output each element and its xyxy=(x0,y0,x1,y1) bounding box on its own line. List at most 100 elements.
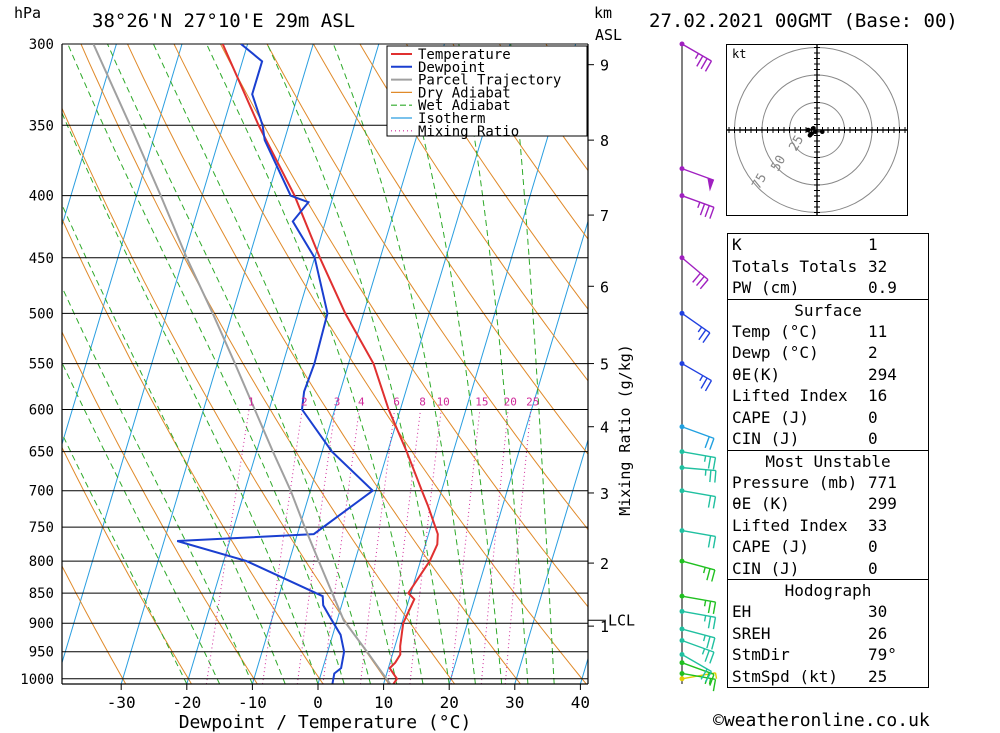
index-label: PW (cm) xyxy=(732,278,800,297)
legend-box xyxy=(386,45,588,137)
legend-entry: Dewpoint xyxy=(418,60,485,76)
index-row: CIN (J) 0 xyxy=(728,558,928,580)
index-row: EH 30 xyxy=(728,601,928,623)
dry-adiabat-line xyxy=(62,564,127,684)
wind-barb xyxy=(679,166,715,192)
barb-flag xyxy=(711,637,716,650)
section-title: Most Unstable xyxy=(765,451,891,471)
pressure-tick-label: 800 xyxy=(29,554,54,570)
barb-half-flag xyxy=(699,375,704,382)
dry-adiabat-line xyxy=(62,330,258,684)
credit-text: ©weatheronline.co.uk xyxy=(713,710,930,731)
mixing-ratio-label: 2 xyxy=(301,395,308,408)
hodograph-point xyxy=(819,129,825,135)
pressure-tick-label: 600 xyxy=(29,402,54,418)
pressure-tick-label: 900 xyxy=(29,616,54,632)
hodograph-ring-label: 75 xyxy=(749,171,770,192)
barb-flag xyxy=(712,617,717,630)
index-label: EH xyxy=(732,602,752,621)
pressure-unit-label: hPa xyxy=(14,4,42,22)
index-row: SREH 26 xyxy=(728,623,928,645)
barb-staff xyxy=(681,653,712,673)
barb-dot xyxy=(679,558,685,564)
mixing-ratio-line xyxy=(409,409,442,684)
wet-adiabat-line xyxy=(62,361,221,684)
wind-barb xyxy=(679,361,713,392)
barb-dot xyxy=(679,361,685,367)
index-label: Lifted Index xyxy=(732,515,848,535)
legend-entry: Isotherm xyxy=(418,111,485,127)
mixing-ratio-label: 1 xyxy=(248,395,255,408)
index-value: 26 xyxy=(868,623,888,643)
wind-barb xyxy=(679,41,713,72)
wind-barb xyxy=(679,449,717,470)
pressure-tick-label: 850 xyxy=(29,586,54,602)
mixing-ratio-line xyxy=(504,409,532,684)
barb-staff xyxy=(681,257,709,281)
barb-half-flag xyxy=(714,672,718,679)
wet-adiabat-line xyxy=(62,432,188,684)
index-value: 0.9 xyxy=(868,278,897,297)
barb-dot xyxy=(679,488,685,494)
pressure-tick-label: 500 xyxy=(29,306,54,322)
wind-barb xyxy=(679,593,717,615)
mixing-ratio-line xyxy=(322,409,360,684)
pressure-tick-label: 700 xyxy=(29,484,54,500)
x-tick-label: 40 xyxy=(571,693,590,712)
x-tick-label: -30 xyxy=(107,693,136,712)
hodograph-unit-label: kt xyxy=(732,47,746,61)
mixing-ratio-line xyxy=(387,409,421,684)
index-value: 2 xyxy=(868,343,878,362)
barb-half-flag xyxy=(702,635,706,642)
barb-flag xyxy=(712,457,717,470)
barb-dot xyxy=(679,41,685,47)
index-label: K xyxy=(732,235,742,254)
index-label: CIN (J) xyxy=(732,558,800,578)
index-row: CIN (J) 0 xyxy=(728,428,928,450)
barb-flag xyxy=(704,650,710,662)
barb-flag xyxy=(704,671,713,683)
barb-flag xyxy=(709,470,712,483)
pressure-tick-label: 400 xyxy=(29,189,54,205)
index-value: 79° xyxy=(868,645,897,664)
km-tick-label: 6 xyxy=(600,278,609,296)
index-row: StmSpd (kt) 25 xyxy=(728,666,928,688)
index-value: 1 xyxy=(868,235,878,254)
barb-half-flag xyxy=(697,326,703,333)
index-label: Dewp (°C) xyxy=(732,343,819,362)
index-row: Totals Totals 32 xyxy=(728,256,928,278)
wind-barb xyxy=(679,310,711,344)
barb-staff xyxy=(681,610,716,618)
barb-half-flag xyxy=(701,648,706,655)
barb-dot xyxy=(679,310,685,316)
km-tick-label: 7 xyxy=(600,207,609,225)
barb-half-flag xyxy=(703,455,707,462)
index-value: 0 xyxy=(868,407,878,427)
index-label: StmSpd (kt) xyxy=(732,666,838,686)
dry-adiabat-line xyxy=(220,44,588,608)
wet-adiabat-line xyxy=(206,44,424,684)
isotherm-line xyxy=(514,438,588,684)
index-row: CAPE (J) 0 xyxy=(728,536,928,558)
barb-staff xyxy=(681,43,712,62)
barb-dot xyxy=(679,193,685,199)
index-label: CIN (J) xyxy=(732,429,800,448)
wind-barb xyxy=(679,488,717,509)
lcl-label: LCL xyxy=(608,611,635,629)
index-label: StmDir xyxy=(732,645,790,664)
barb-dot xyxy=(679,608,685,614)
wet-adiabat-line xyxy=(62,203,286,684)
wet-adiabat-line xyxy=(107,44,371,684)
barb-dot xyxy=(679,637,685,643)
dewpoint-line xyxy=(176,44,375,684)
km-tick-label: 3 xyxy=(600,485,609,503)
wet-adiabat-line xyxy=(332,44,476,684)
barb-dot xyxy=(679,166,685,172)
pressure-tick-label: 300 xyxy=(29,37,54,53)
dry-adiabat-line xyxy=(62,446,192,684)
hodograph-point xyxy=(805,127,811,133)
barb-flag xyxy=(698,329,707,341)
